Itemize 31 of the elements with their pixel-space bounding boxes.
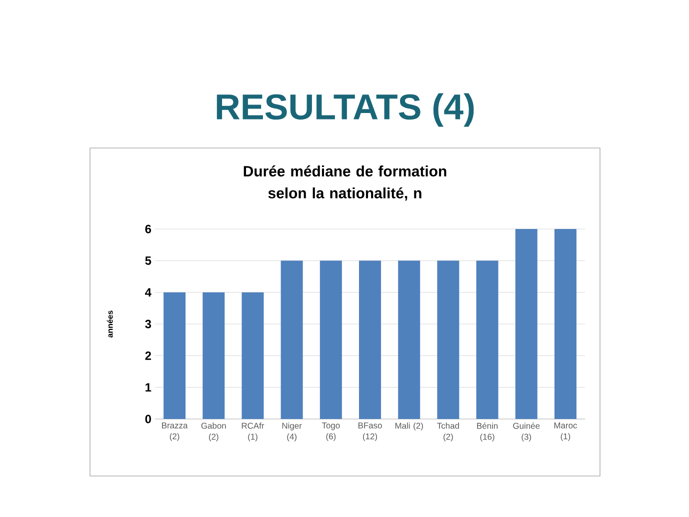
bar: [437, 260, 460, 419]
y-tick-label: 2: [145, 351, 152, 360]
x-tick-label: Guinée (3): [513, 422, 540, 442]
bar: [320, 260, 342, 419]
x-tick-label: Brazza (2): [162, 422, 188, 442]
y-tick-label: 1: [146, 383, 152, 392]
y-tick-label: 5: [145, 256, 152, 265]
x-tick-label: Togo (6): [322, 422, 340, 442]
bar: [280, 260, 303, 419]
bar: [359, 260, 382, 419]
x-tick-label: Bénin (16): [477, 422, 498, 442]
x-tick-label: Mali (2): [395, 422, 423, 430]
y-tick-label: 3: [145, 320, 152, 328]
x-tick-label: Gabon (2): [201, 422, 226, 442]
x-tick-label: Tchad (2): [437, 422, 459, 442]
chart-subtitle: Durée médiane de formation selon la nationalité, n: [244, 165, 446, 201]
y-tick-label: 0: [145, 414, 151, 424]
bar: [164, 292, 186, 419]
x-tick-label: BFaso (12): [358, 422, 382, 442]
bar: [242, 292, 264, 419]
bar: [398, 260, 420, 419]
y-tick-label: 6: [145, 224, 152, 234]
bar: [476, 260, 498, 419]
y-tick-label: 4: [145, 288, 152, 296]
bar: [515, 229, 538, 419]
x-tick-label: Maroc (1): [554, 422, 577, 442]
chart-title: RESULTATS (4): [216, 93, 474, 127]
bar: [202, 292, 225, 419]
x-tick-label: RCAfr (1): [242, 422, 264, 442]
bar: [554, 229, 576, 419]
x-tick-label: Niger (4): [282, 422, 302, 442]
